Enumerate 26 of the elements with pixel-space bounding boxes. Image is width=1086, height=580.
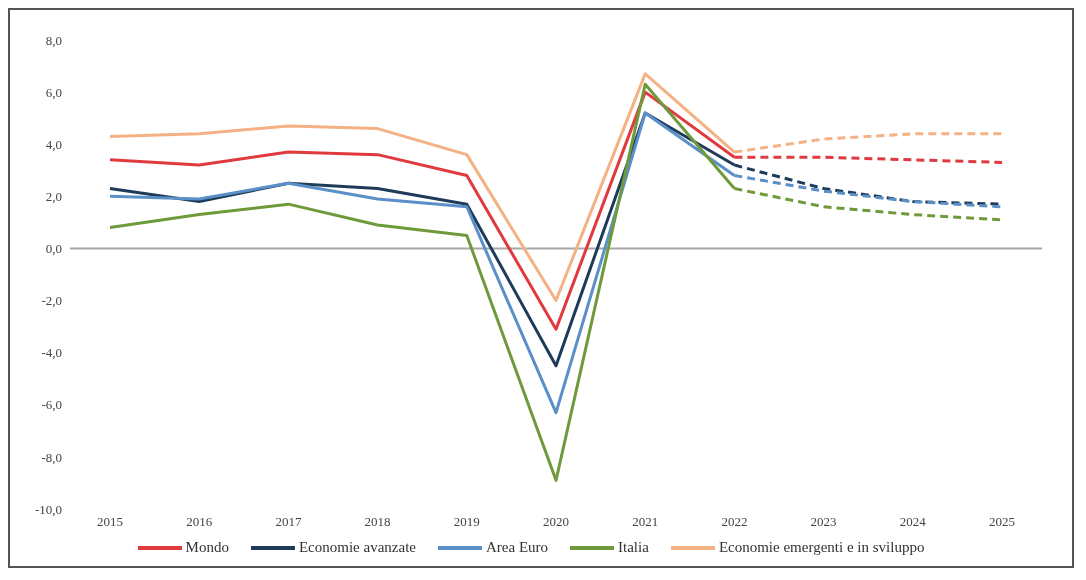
y-tick-label: 2,0 <box>45 188 62 204</box>
y-tick-label: 0,0 <box>45 241 62 257</box>
x-tick-label: 2025 <box>989 514 1015 530</box>
x-tick-label: 2018 <box>364 514 391 530</box>
y-tick-label: 4,0 <box>45 136 62 152</box>
x-tick-label: 2019 <box>453 514 480 530</box>
legend-label: Economie avanzate <box>298 539 416 556</box>
y-tick-label: -6,0 <box>41 397 62 413</box>
x-tick-label: 2016 <box>186 514 213 530</box>
y-tick-label: -2,0 <box>41 293 62 309</box>
y-tick-label: -8,0 <box>41 449 62 465</box>
x-tick-label: 2022 <box>721 514 748 530</box>
legend-label: Italia <box>618 539 649 556</box>
y-tick-label: 6,0 <box>45 84 62 100</box>
x-tick-label: 2021 <box>632 514 659 530</box>
y-tick-label: -10,0 <box>34 501 62 517</box>
x-tick-label: 2017 <box>275 514 302 530</box>
legend-label: Area Euro <box>485 539 549 556</box>
x-tick-label: 2015 <box>97 514 123 530</box>
legend-label: Mondo <box>185 539 229 556</box>
y-tick-label: -4,0 <box>41 345 62 361</box>
x-tick-label: 2020 <box>543 514 569 530</box>
legend-label: Economie emergenti e in sviluppo <box>718 539 925 556</box>
x-tick-label: 2024 <box>899 514 927 530</box>
y-tick-label: 8,0 <box>45 32 62 48</box>
x-tick-label: 2023 <box>810 514 837 530</box>
